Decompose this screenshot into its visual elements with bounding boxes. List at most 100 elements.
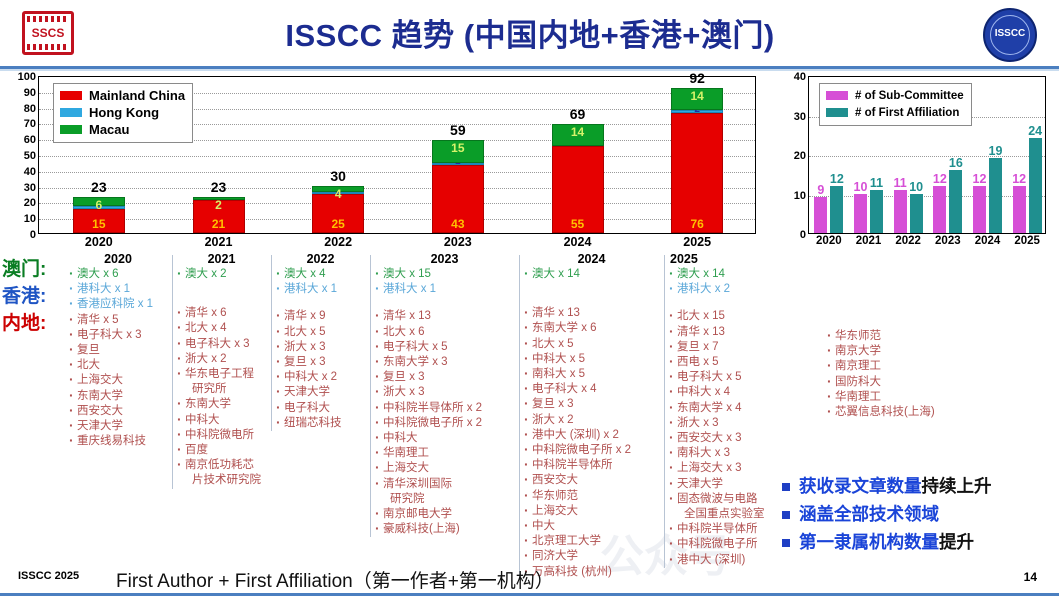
gridline	[39, 124, 755, 126]
legend-label: Hong Kong	[89, 105, 160, 120]
y-axis-tick: 20	[23, 197, 36, 210]
list-item: 北大 x 5	[523, 336, 664, 352]
committee-chart-plot-area: 0 10 20 30 40 2020 9 12 2021 10 11 2022 11 10 2023 12 16…	[794, 71, 1046, 247]
bar-2021: 21 2 23	[192, 179, 245, 233]
bar-segment-value: 6	[95, 197, 103, 212]
list-item: 南京大学	[826, 343, 935, 359]
y-axis-tick: 60	[23, 134, 36, 147]
list-item: 天津大学	[668, 476, 818, 492]
list-item: 南京邮电大学	[374, 506, 519, 522]
year-column-2020: 2020澳大 x 6港科大 x 1香港应科院 x 1清华 x 5电子科大 x 3…	[64, 253, 172, 449]
bullet-text-plain: 提升	[939, 532, 974, 552]
affiliation-lists: 2020澳大 x 6港科大 x 1香港应科院 x 1清华 x 5电子科大 x 3…	[64, 253, 994, 580]
list-item: 中科大	[374, 430, 519, 446]
list-item: 西安交大	[523, 472, 664, 488]
list-item: 复旦 x 7	[668, 339, 818, 355]
isscc-logo-label: ISSCC	[994, 28, 1026, 39]
year-column-body: 澳大 x 2 清华 x 6北大 x 4电子科大 x 3浙大 x 2华东电子工程研究…	[172, 266, 271, 489]
list-spacer	[275, 297, 370, 309]
list-item: 东南大学 x 4	[668, 400, 818, 416]
list-item: 上海交大	[68, 372, 172, 388]
bullet-item-3: 第一隶属机构数量提升	[782, 532, 1057, 553]
affiliation-sublist: 澳大 x 2 清华 x 6北大 x 4电子科大 x 3浙大 x 2华东电子工程研究…	[172, 266, 271, 489]
list-item: 复旦 x 3	[275, 354, 370, 370]
list-item: 上海交大 x 3	[668, 460, 818, 476]
list-item: 中科院半导体所 x 2	[374, 400, 519, 416]
list-item: 清华 x 5	[68, 312, 172, 328]
list-item: 纽瑞芯科技	[275, 415, 370, 431]
legend-label: # of First Affiliation	[855, 106, 960, 119]
year-column-body: 澳大 x 6港科大 x 1香港应科院 x 1清华 x 5电子科大 x 3复旦北大…	[64, 266, 172, 449]
bar-segment-value: 55	[570, 217, 585, 231]
gridline	[39, 140, 755, 142]
bullet-square-icon	[782, 539, 790, 547]
list-item: 重庆线易科技	[68, 433, 172, 449]
list-spacer	[374, 297, 519, 309]
list-item: 清华 x 9	[275, 308, 370, 324]
column-divider	[664, 255, 665, 568]
bar-segment-mainland-china: 76	[671, 112, 724, 233]
year-column-header: 2024	[577, 252, 606, 266]
legend-item: Mainland China	[60, 87, 185, 104]
list-item: 港中大 (深圳) x 2	[523, 427, 664, 443]
y-axis-tick: 50	[23, 150, 36, 162]
region-label-mainland: 内地:	[2, 313, 47, 334]
x-axis-tick-2024: 2024	[563, 235, 592, 249]
footer-divider	[0, 593, 1059, 596]
list-item: 华东电子工程	[176, 366, 271, 382]
list-item: 全国重点实验室	[684, 508, 765, 521]
list-item: 电子科大 x 4	[523, 381, 664, 397]
bar-2023-subcommittee: 12	[933, 172, 947, 233]
y-axis-tick: 100	[17, 71, 36, 83]
summary-bullets: 获收录文章数量持续上升 涵盖全部技术领域第一隶属机构数量提升	[782, 476, 1057, 560]
legend-item: # of First Affiliation	[826, 104, 964, 121]
column-divider	[519, 255, 520, 580]
column-divider	[271, 255, 272, 432]
list-item: 澳大 x 6	[68, 266, 172, 282]
list-item: 南科大 x 3	[668, 445, 818, 461]
list-item: 澳大 x 4	[275, 266, 370, 282]
y-axis-tick: 90	[23, 86, 36, 99]
list-spacer	[523, 294, 664, 306]
legend-swatch	[826, 108, 848, 117]
bar-value-label: 10	[853, 179, 868, 194]
bar-2022-subcommittee: 11	[894, 176, 907, 233]
bar-value-label: 12	[932, 171, 947, 186]
list-item: 国防科大	[826, 374, 935, 390]
bar-2024-subcommittee: 12	[973, 172, 986, 233]
x-axis-tick-2021: 2021	[204, 235, 233, 249]
list-spacer	[176, 294, 271, 306]
bullet-text-highlight: 涵盖全部技术领域	[799, 504, 939, 524]
list-item: 天津大学	[68, 418, 172, 434]
list-item: 浙大 x 3	[374, 384, 519, 400]
footer-caption: First Author + First Affiliation（第一作者+第一…	[116, 571, 554, 592]
bar-segment-mainland-china: 15	[72, 209, 125, 233]
year-column-body: 澳大 x 14 清华 x 13东南大学 x 6北大 x 5中科大 x 5南科大 x…	[519, 266, 664, 580]
bar-2021-subcommittee: 10	[854, 180, 867, 233]
year-column-header: 2025	[670, 252, 698, 266]
year-column-2022: 2022澳大 x 4港科大 x 1 清华 x 9北大 x 5浙大 x 3复旦 x …	[271, 253, 370, 432]
list-item: 研究所	[192, 383, 227, 396]
bar-segment-value: 14	[570, 125, 585, 139]
y-axis-tick: 10	[23, 213, 36, 226]
bullet-item-1: 获收录文章数量持续上升	[782, 476, 1057, 497]
list-item: 清华 x 13	[668, 324, 818, 340]
y-axis-tick: 20	[793, 150, 806, 162]
sscs-logo-icon: SSCS	[22, 11, 74, 55]
legend-swatch	[60, 125, 82, 134]
x-axis-tick-2023: 2023	[935, 235, 961, 247]
list-item: 中科院半导体所	[523, 457, 664, 473]
list-item: 北大 x 5	[275, 324, 370, 340]
affiliation-sublist: 澳大 x 6港科大 x 1香港应科院 x 1清华 x 5电子科大 x 3复旦北大…	[64, 266, 172, 449]
list-item: 浙大 x 2	[176, 351, 271, 367]
sscs-logo-label: SSCS	[31, 26, 65, 40]
y-axis-tick: 0	[29, 229, 36, 241]
legend-label: Macau	[89, 122, 130, 137]
year-column-2024: 2024澳大 x 14 清华 x 13东南大学 x 6北大 x 5中科大 x 5南…	[519, 253, 664, 580]
year-column-2025: 2025澳大 x 14港科大 x 2 北大 x 15清华 x 13复旦 x 7西电…	[664, 253, 994, 568]
bar-segment-value: 43	[451, 217, 465, 231]
bullet-text: 获收录文章数量持续上升	[799, 476, 992, 497]
y-axis-tick: 0	[799, 229, 806, 241]
list-item: 中科大 x 2	[275, 369, 370, 385]
